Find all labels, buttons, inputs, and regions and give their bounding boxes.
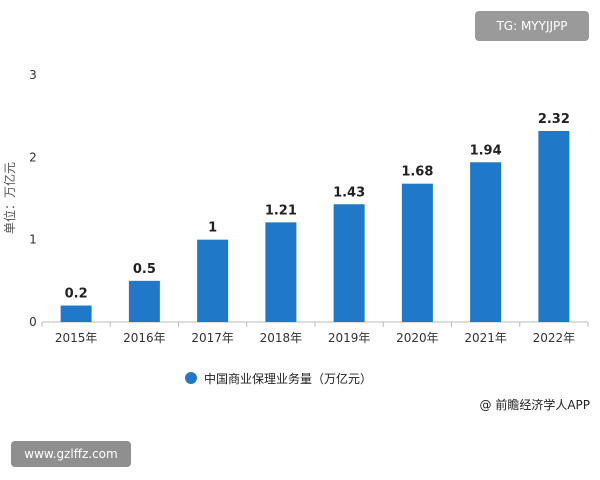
data-label: 0.2 [65, 287, 88, 302]
data-label: 0.5 [133, 262, 156, 277]
x-tick-label: 2022年 [533, 331, 576, 345]
data-label: 1.21 [265, 203, 297, 218]
bar [538, 130, 570, 322]
data-label: 2.32 [538, 112, 570, 127]
source-credit: @ 前瞻经济学人APP [480, 397, 591, 412]
y-tick-label: 3 [29, 68, 37, 82]
data-label: 1 [208, 221, 217, 236]
bar [265, 222, 297, 322]
y-tick-label: 0 [29, 315, 37, 329]
legend-marker [185, 372, 197, 384]
watermark-badge-top: TG: MYYJJPP [475, 11, 589, 41]
data-label: 1.68 [401, 165, 433, 180]
y-axis-label: 单位：万亿元 [2, 162, 17, 234]
watermark-badge-bottom: www.gzlffz.com [11, 441, 131, 467]
x-tick-label: 2016年 [123, 331, 166, 345]
x-tick-label: 2015年 [55, 331, 98, 345]
y-tick-label: 1 [29, 233, 37, 247]
bar [333, 204, 365, 322]
x-tick-label: 2021年 [464, 331, 507, 345]
bar [128, 280, 160, 322]
data-label: 1.43 [333, 185, 365, 200]
bar [470, 162, 502, 322]
legend: 中国商业保理业务量（万亿元） [185, 371, 372, 386]
x-tick-label: 2020年 [396, 331, 439, 345]
x-tick-label: 2017年 [191, 331, 234, 345]
x-tick-label: 2019年 [328, 331, 371, 345]
legend-label: 中国商业保理业务量（万亿元） [204, 371, 372, 386]
bar [401, 183, 433, 322]
bar [197, 239, 229, 322]
x-tick-label: 2018年 [260, 331, 303, 345]
data-label: 1.94 [470, 143, 502, 158]
bar [60, 305, 92, 322]
y-tick-label: 2 [29, 150, 37, 164]
